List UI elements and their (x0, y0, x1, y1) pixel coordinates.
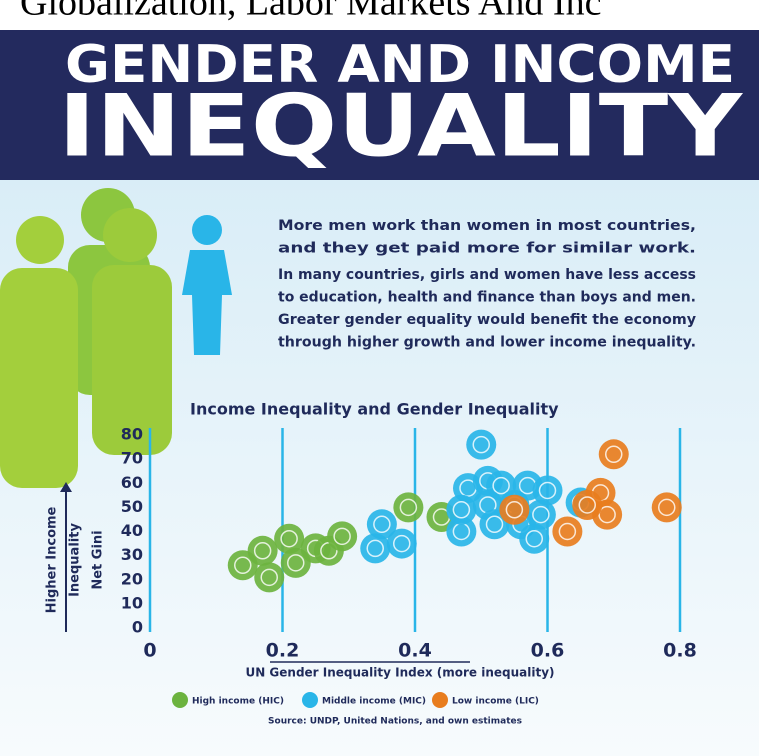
paragraph-line: In many countries, girls and women have … (278, 267, 696, 283)
page-title: Globalization, Labor Markets And Inc (20, 0, 601, 24)
paragraph-line: More men work than women in most countri… (278, 218, 696, 234)
x-tick-label: 0.8 (663, 640, 697, 662)
scatter-point (446, 495, 476, 525)
scatter-point (466, 430, 496, 460)
infographic: Globalization, Labor Markets And Inc GEN… (0, 0, 759, 756)
x-axis-label: UN Gender Inequality Index (more inequal… (245, 666, 554, 680)
source-note: Source: UNDP, United Nations, and own es… (268, 717, 522, 727)
scatter-point (393, 492, 423, 522)
y-tick-label: 30 (121, 545, 143, 564)
y-tick-label: 40 (121, 521, 143, 540)
paragraph-line: Greater gender equality would benefit th… (278, 312, 696, 328)
x-tick-label: 0 (143, 640, 156, 662)
scatter-point (387, 529, 417, 559)
x-tick-label: 0.6 (531, 640, 565, 662)
paragraph-line: through higher growth and lower income i… (278, 335, 696, 351)
legend-marker (302, 692, 318, 708)
y-tick-label: 80 (121, 425, 143, 444)
y-axis-label: Net Gini (91, 530, 106, 589)
y-tick-label: 0 (132, 618, 143, 637)
scatter-point (519, 524, 549, 554)
legend-label: Middle income (MIC) (322, 697, 426, 707)
scatter-point (254, 562, 284, 592)
page: {"header": {"cropped_title": "Globalizat… (0, 0, 759, 756)
scatter-point (652, 492, 682, 522)
legend-marker (432, 692, 448, 708)
y-tick-label: 10 (121, 593, 143, 612)
chart-title: Income Inequality and Gender Inequality (190, 400, 559, 419)
legend-marker (172, 692, 188, 708)
legend-label: High income (HIC) (192, 697, 284, 707)
y-axis-label: Inequality (68, 523, 83, 597)
paragraph-line: to education, health and finance than bo… (278, 290, 696, 306)
banner-line2: INEQUALITY (58, 76, 744, 176)
scatter-point (499, 495, 529, 525)
scatter-point (552, 517, 582, 547)
y-tick-label: 50 (121, 497, 143, 516)
x-tick-label: 0.4 (398, 640, 432, 662)
scatter-point (248, 536, 278, 566)
y-tick-label: 60 (121, 473, 143, 492)
x-tick-label: 0.2 (266, 640, 300, 662)
y-tick-label: 70 (121, 449, 143, 468)
scatter-point (572, 490, 602, 520)
scatter-point (327, 521, 357, 551)
paragraph-line: and they get paid more for similar work. (278, 241, 696, 257)
legend-label: Low income (LIC) (452, 697, 539, 707)
y-axis-label: Higher Income (45, 506, 60, 613)
scatter-point (599, 439, 629, 469)
scatter-point (360, 533, 390, 563)
y-tick-label: 20 (121, 569, 143, 588)
